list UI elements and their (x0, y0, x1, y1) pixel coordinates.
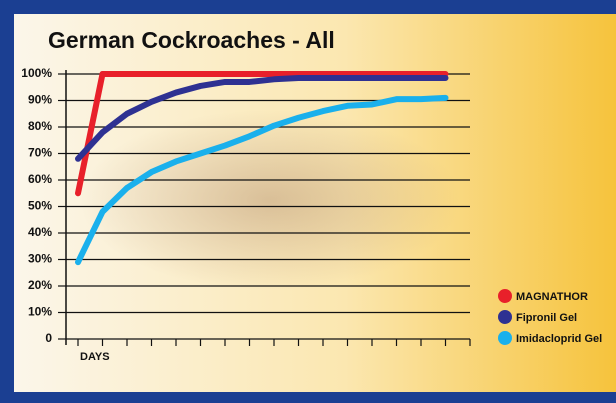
legend-label: MAGNATHOR (516, 291, 588, 303)
y-tick-label: 100% (21, 66, 52, 80)
y-tick-label: 30% (28, 252, 52, 266)
chart-title: German Cockroaches - All (48, 27, 335, 53)
legend-label: Fipronil Gel (516, 312, 577, 324)
y-tick-label: 50% (28, 199, 52, 213)
chart: German Cockroaches - All DAYS 0 10% 20% 30%… (0, 0, 616, 403)
legend-label: Imidacloprid Gel (516, 333, 602, 345)
page: German Cockroaches - All DAYS 0 10% 20% 30%… (0, 0, 616, 403)
y-tick-label: 10% (28, 305, 52, 319)
y-tick-label: 60% (28, 172, 52, 186)
x-axis-label: DAYS (80, 351, 110, 363)
y-tick-label: 40% (28, 225, 52, 239)
legend-marker (498, 289, 512, 303)
y-tick-label: 70% (28, 146, 52, 160)
y-tick-label: 20% (28, 278, 52, 292)
y-tick-label: 90% (28, 93, 52, 107)
y-tick-label: 0 (45, 331, 52, 345)
legend-marker (498, 310, 512, 324)
background-image (80, 110, 460, 290)
legend-marker (498, 331, 512, 345)
y-tick-label: 80% (28, 119, 52, 133)
